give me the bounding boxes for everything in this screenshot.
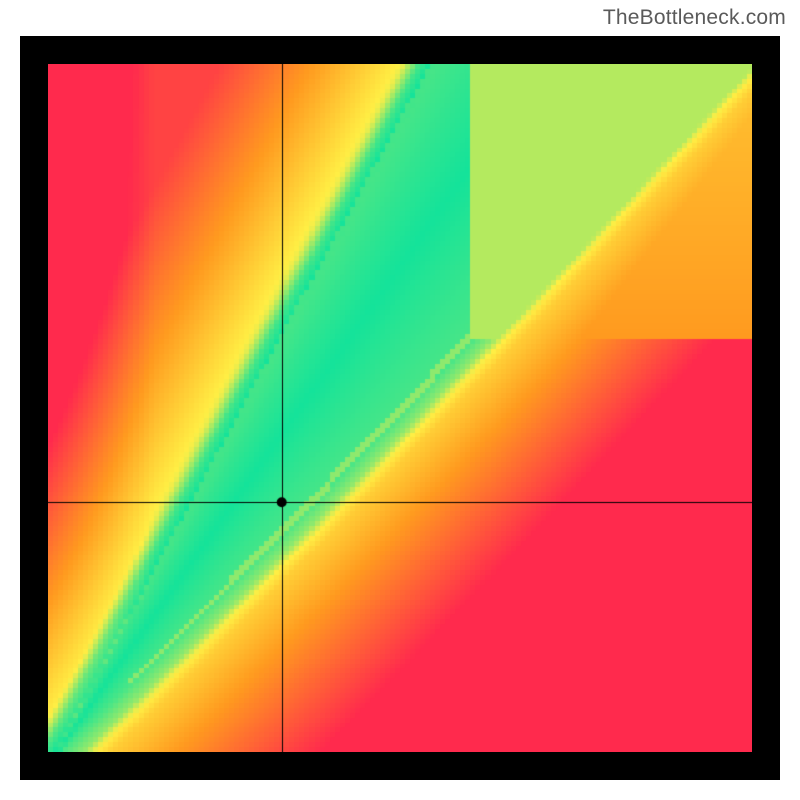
plot-outer-frame [20, 36, 780, 780]
page-root: TheBottleneck.com [0, 0, 800, 800]
bottleneck-heatmap [48, 64, 752, 752]
attribution-label: TheBottleneck.com [603, 6, 786, 30]
